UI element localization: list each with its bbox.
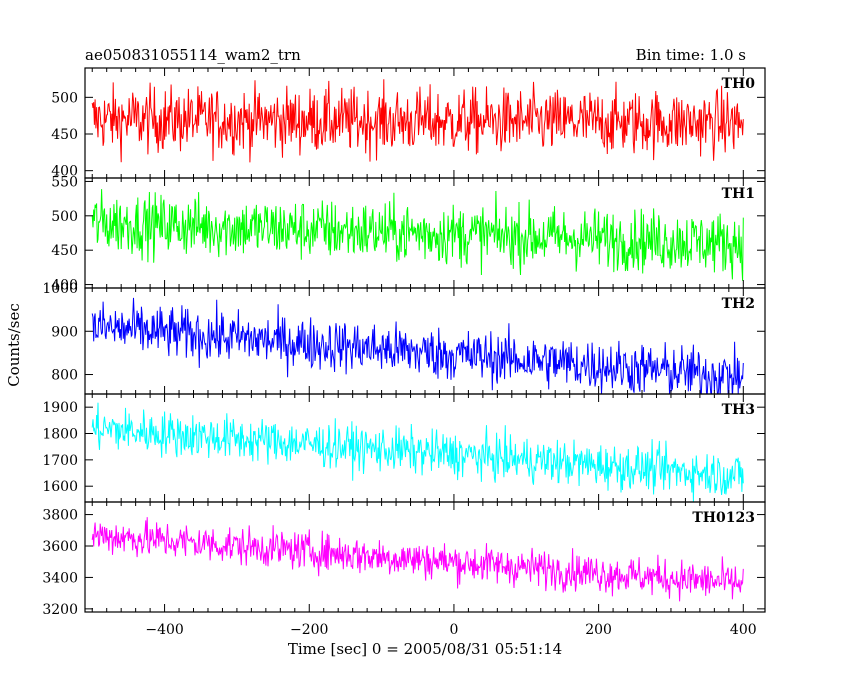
bin-time-label: Bin time: 1.0 s bbox=[636, 46, 746, 64]
panel-label: TH0 bbox=[722, 76, 756, 92]
y-tick-label: 550 bbox=[51, 174, 78, 190]
y-tick-label: 3400 bbox=[42, 570, 78, 586]
chart-title: ae050831055114_wam2_trn bbox=[85, 46, 301, 64]
y-tick-label: 400 bbox=[51, 278, 78, 294]
y-tick-label: 1800 bbox=[42, 427, 78, 443]
x-tick-label: 0 bbox=[449, 622, 458, 638]
panel-frame bbox=[84, 501, 766, 613]
series-th3 bbox=[91, 402, 744, 502]
x-tick-label: 200 bbox=[585, 622, 612, 638]
panels-group: 400 450 500 TH0 400 450 500 550 TH1 800 900 1000 TH2… bbox=[42, 67, 766, 638]
panel-th0123: 3200 3400 3600 3800 TH0123 bbox=[42, 501, 766, 618]
panel-label: TH0123 bbox=[692, 510, 755, 526]
y-tick-label: 450 bbox=[51, 243, 78, 259]
y-tick-label: 1700 bbox=[42, 453, 78, 469]
panel-th2: 800 900 1000 TH2 bbox=[42, 281, 766, 395]
panel-th1: 400 450 500 550 TH1 bbox=[51, 174, 766, 294]
y-tick-label: 400 bbox=[51, 164, 78, 180]
series-th0 bbox=[91, 79, 744, 163]
y-tick-label: 500 bbox=[51, 90, 78, 106]
y-tick-label: 900 bbox=[51, 324, 78, 340]
panel-frame bbox=[84, 67, 766, 179]
panel-label: TH1 bbox=[722, 186, 755, 202]
panel-label: TH2 bbox=[722, 296, 755, 312]
y-tick-label: 1000 bbox=[42, 281, 78, 297]
x-tick-label: −200 bbox=[290, 622, 328, 638]
y-tick-label: 450 bbox=[51, 127, 78, 143]
panel-label: TH3 bbox=[722, 402, 755, 418]
y-tick-label: 1600 bbox=[42, 479, 78, 495]
y-tick-label: 500 bbox=[51, 209, 78, 225]
y-tick-label: 3800 bbox=[42, 508, 78, 524]
panel-frame bbox=[84, 393, 766, 503]
panel-th3: 1600 1700 1800 1900 TH3 bbox=[42, 393, 766, 503]
y-axis-title: Counts/sec bbox=[5, 303, 23, 387]
y-tick-label: 800 bbox=[51, 368, 78, 384]
series-th2 bbox=[91, 297, 744, 394]
panel-th0: 400 450 500 TH0 bbox=[51, 67, 766, 180]
x-axis-title: Time [sec] 0 = 2005/08/31 05:51:14 bbox=[288, 640, 562, 658]
y-tick-label: 3600 bbox=[42, 539, 78, 555]
series-th0123 bbox=[91, 517, 744, 602]
x-tick-label: −400 bbox=[145, 622, 183, 638]
x-tick-label: 400 bbox=[730, 622, 757, 638]
series-th1 bbox=[91, 189, 744, 281]
y-tick-label: 1900 bbox=[42, 400, 78, 416]
y-tick-label: 3200 bbox=[42, 602, 78, 618]
